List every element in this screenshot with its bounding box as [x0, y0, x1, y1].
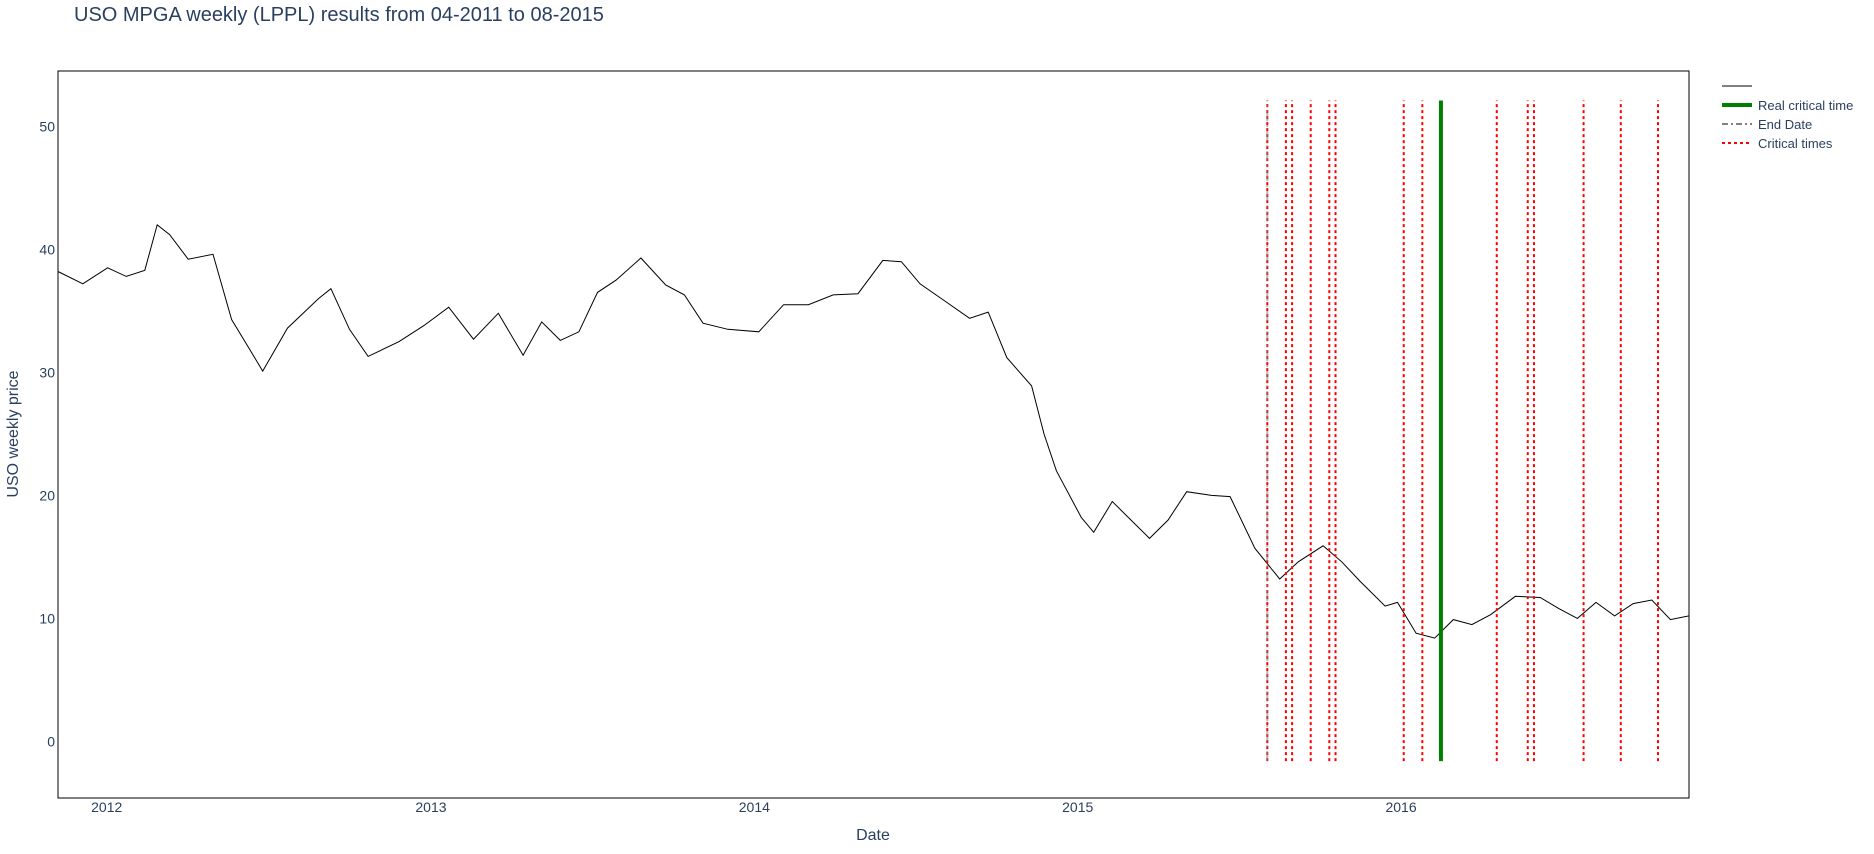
- legend-label: Critical times: [1758, 136, 1833, 151]
- y-tick-label: 20: [39, 487, 55, 503]
- y-tick-label: 40: [39, 241, 55, 257]
- x-tick-label: 2012: [91, 799, 122, 815]
- legend-label: Real critical time: [1758, 98, 1853, 113]
- y-tick-label: 10: [39, 610, 55, 626]
- x-tick-label: 2016: [1385, 799, 1416, 815]
- plot-frame: [57, 70, 1690, 799]
- x-tick-label: 2015: [1062, 799, 1093, 815]
- legend: Real critical time End Date Critical times: [1722, 85, 1853, 151]
- x-tick-label: 2014: [739, 799, 770, 815]
- price-series-line: [57, 223, 1690, 639]
- y-tick-label: 0: [47, 733, 55, 749]
- legend-label: End Date: [1758, 117, 1812, 132]
- y-tick-label: 50: [39, 118, 55, 134]
- x-tick-label: 2013: [415, 799, 446, 815]
- chart-title: USO MPGA weekly (LPPL) results from 04-2…: [74, 4, 604, 26]
- y-tick-label: 30: [39, 364, 55, 380]
- y-axis-title: USO weekly price: [5, 370, 22, 497]
- chart-marks: [57, 100, 1690, 762]
- x-axis-title: Date: [856, 827, 890, 844]
- axis-ticks: 2012 2013 2014 2015 2016 0 10 20 30 40 50: [39, 118, 1416, 815]
